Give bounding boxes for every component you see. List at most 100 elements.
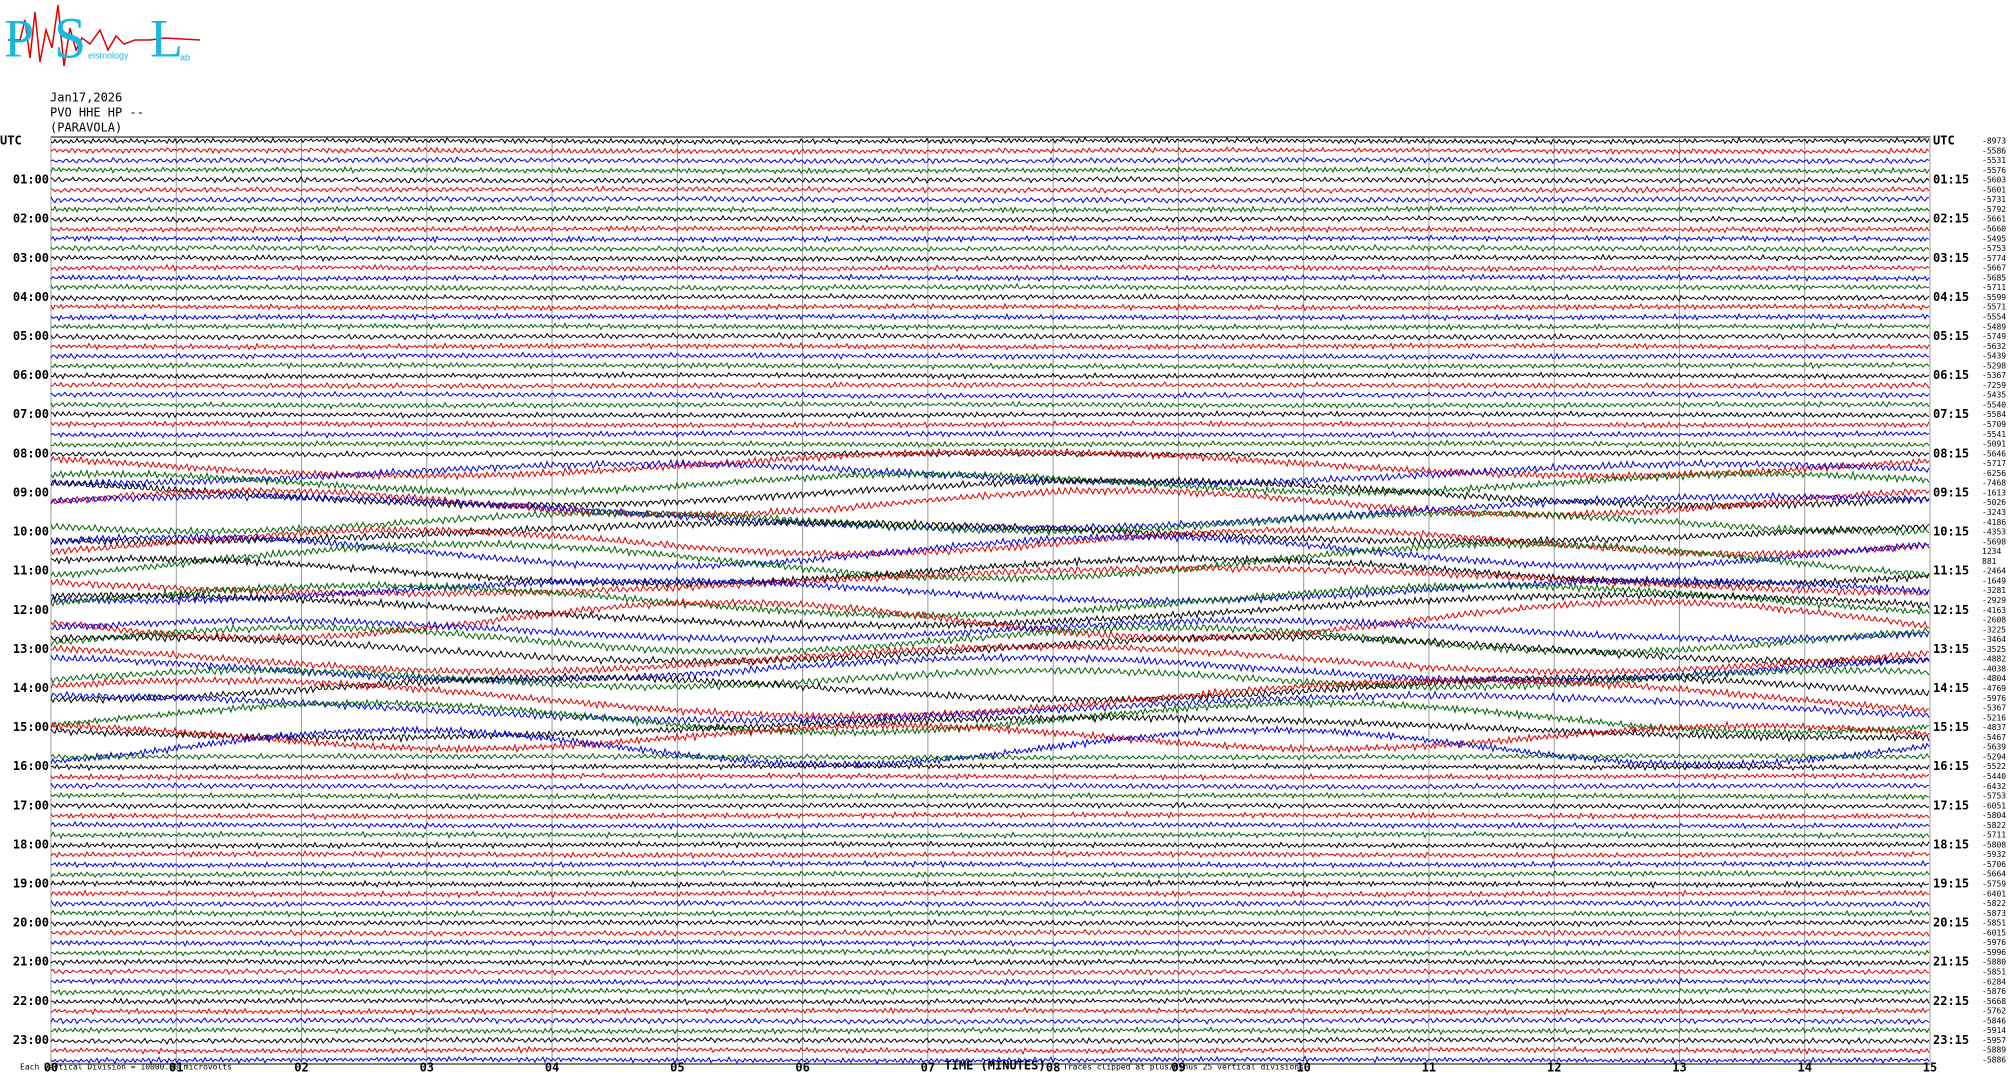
trace-offset: -4163 bbox=[1982, 606, 2006, 615]
trace-offset: -5554 bbox=[1982, 312, 2006, 321]
left-time-label: 16:00 bbox=[13, 759, 49, 773]
x-tick-label: 05 bbox=[670, 1061, 684, 1075]
trace bbox=[50, 580, 1930, 621]
trace bbox=[50, 419, 1930, 429]
trace bbox=[50, 977, 1930, 987]
left-time-label: 03:00 bbox=[13, 251, 49, 265]
trace-offset: -5717 bbox=[1982, 459, 2006, 468]
trace bbox=[50, 429, 1930, 439]
logo-lab: ab bbox=[180, 52, 190, 62]
trace bbox=[50, 282, 1930, 293]
trace bbox=[50, 381, 1930, 390]
x-tick-label: 06 bbox=[795, 1061, 809, 1075]
trace-offset: -4038 bbox=[1982, 664, 2006, 673]
trace bbox=[50, 234, 1930, 244]
trace-offset: -5435 bbox=[1982, 391, 2006, 400]
logo-wave bbox=[8, 4, 201, 67]
trace bbox=[50, 156, 1930, 165]
trace bbox=[50, 146, 1930, 156]
trace-offset: -1649 bbox=[1982, 576, 2006, 585]
trace bbox=[50, 840, 1930, 850]
left-time-label: 09:00 bbox=[13, 485, 49, 499]
right-time-label: 16:15 bbox=[1933, 759, 1969, 773]
left-time-label: UTC bbox=[0, 134, 22, 148]
trace-offset: 1234 bbox=[1982, 547, 2001, 556]
right-time-label: 04:15 bbox=[1933, 290, 1969, 304]
right-time-label: 08:15 bbox=[1933, 446, 1969, 460]
trace-offset: -5889 bbox=[1982, 1046, 2006, 1055]
trace bbox=[51, 615, 1930, 645]
trace bbox=[50, 185, 1930, 195]
trace bbox=[50, 409, 1930, 420]
trace-offset: -4837 bbox=[1982, 723, 2006, 732]
trace-offset: -4769 bbox=[1982, 684, 2006, 693]
trace bbox=[50, 253, 1930, 263]
logo: P S eismology L ab bbox=[4, 4, 201, 70]
trace bbox=[50, 771, 1930, 782]
trace-offset: -5822 bbox=[1982, 899, 2006, 908]
trace bbox=[50, 195, 1930, 205]
trace-offset: -2464 bbox=[1982, 567, 2006, 576]
left-time-label: 01:00 bbox=[13, 173, 49, 187]
left-time-label: 11:00 bbox=[13, 564, 49, 578]
right-time-label: 09:15 bbox=[1933, 485, 1969, 499]
x-axis-title: TIME (MINUTES) bbox=[944, 1059, 1045, 1073]
trace bbox=[50, 341, 1930, 351]
trace-offset: -5367 bbox=[1982, 371, 2006, 380]
trace bbox=[50, 801, 1930, 811]
trace-offset: -5846 bbox=[1982, 1016, 2006, 1025]
trace bbox=[50, 263, 1930, 273]
left-time-label: 21:00 bbox=[13, 955, 49, 969]
trace bbox=[50, 849, 1930, 860]
right-time-label: 02:15 bbox=[1933, 212, 1969, 226]
x-tick-label: 12 bbox=[1547, 1061, 1561, 1075]
trace-offset: -5661 bbox=[1982, 215, 2006, 224]
right-time-label: 03:15 bbox=[1933, 251, 1969, 265]
left-time-label: 17:00 bbox=[13, 798, 49, 812]
trace bbox=[50, 370, 1930, 381]
trace bbox=[50, 597, 1930, 644]
trace bbox=[50, 967, 1930, 977]
x-tick-label: 09 bbox=[1171, 1061, 1185, 1075]
trace bbox=[50, 928, 1930, 938]
trace bbox=[50, 302, 1930, 312]
trace-offset: -5851 bbox=[1982, 968, 2006, 977]
trace bbox=[50, 810, 1930, 821]
right-time-label: 17:15 bbox=[1933, 798, 1969, 812]
trace bbox=[50, 830, 1930, 840]
left-time-label: 08:00 bbox=[13, 446, 49, 460]
trace bbox=[50, 957, 1930, 967]
trace-offset: -5957 bbox=[1982, 1036, 2006, 1045]
left-time-label: 02:00 bbox=[13, 212, 49, 226]
trace bbox=[50, 525, 1930, 559]
trace bbox=[50, 869, 1930, 880]
trace-offset: -5667 bbox=[1982, 264, 2006, 273]
trace-offset: -5440 bbox=[1982, 772, 2006, 781]
trace-offset: -5664 bbox=[1982, 870, 2006, 879]
x-tick-label: 00 bbox=[44, 1061, 58, 1075]
trace bbox=[50, 165, 1930, 176]
trace bbox=[50, 791, 1930, 801]
trace-offset: -5709 bbox=[1982, 420, 2006, 429]
trace bbox=[50, 136, 1930, 146]
trace bbox=[50, 948, 1930, 957]
clip-note: Traces clipped at plus/minus 25 vertical… bbox=[1063, 1063, 1304, 1072]
left-time-label: 13:00 bbox=[13, 642, 49, 656]
trace-offset: -5762 bbox=[1982, 1007, 2006, 1016]
trace-offset: -5639 bbox=[1982, 743, 2006, 752]
trace bbox=[50, 361, 1930, 371]
trace-offset: -5489 bbox=[1982, 322, 2006, 331]
trace-offset: 881 bbox=[1982, 557, 1997, 566]
trace-offset: -5599 bbox=[1982, 293, 2006, 302]
trace-offset: -5632 bbox=[1982, 342, 2006, 351]
right-time-label: 23:15 bbox=[1933, 1033, 1969, 1047]
trace bbox=[50, 762, 1930, 772]
trace-offset: -5753 bbox=[1982, 792, 2006, 801]
trace bbox=[50, 879, 1930, 890]
right-time-label: 21:15 bbox=[1933, 955, 1969, 969]
trace-offset: -5914 bbox=[1982, 1026, 2006, 1035]
left-time-label: 05:00 bbox=[13, 329, 49, 343]
trace-offset: -6256 bbox=[1982, 469, 2006, 478]
trace bbox=[50, 986, 1930, 997]
x-tick-label: 11 bbox=[1422, 1061, 1436, 1075]
